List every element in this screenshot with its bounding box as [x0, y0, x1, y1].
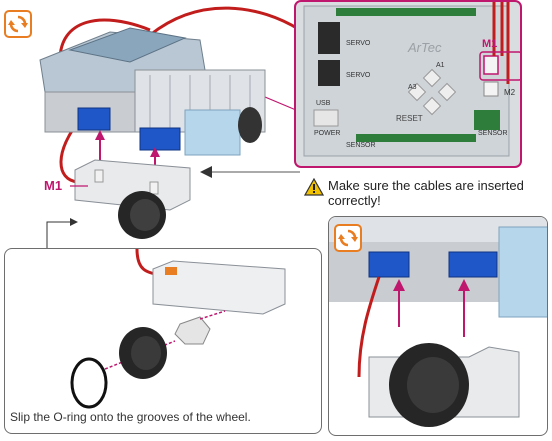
a1-label: A1: [436, 62, 445, 69]
rotate-arrows-icon-closeup: [334, 224, 362, 252]
oring-assembly-panel: [4, 248, 322, 434]
servo-label-2: SERVO: [346, 72, 371, 79]
a3-label: A3: [408, 84, 417, 91]
rotate-arrows-icon: [4, 10, 32, 38]
sensor-label-2: SENSOR: [478, 130, 508, 137]
usb-label: USB: [316, 100, 331, 107]
m1-inset-label: M1: [482, 38, 498, 50]
warning-message: Make sure the cables are inserted correc…: [328, 178, 524, 208]
closeup-illustration: [329, 217, 547, 427]
reset-label: RESET: [396, 114, 423, 123]
warning-triangle-icon: [304, 178, 324, 196]
board-brand: ArTec: [408, 40, 442, 55]
sensor-label-1: SENSOR: [346, 142, 376, 149]
servo-label-1: SERVO: [346, 40, 371, 47]
oring-assembly-illustration: [70, 249, 286, 409]
board-inset: ArTec SERVO SERVO USB POWER RESET SENSOR…: [294, 0, 522, 168]
caption: Slip the O-ring onto the grooves of the …: [10, 410, 251, 424]
closeup-panel: [328, 216, 548, 436]
m1-label: M1: [44, 178, 63, 193]
robot-assembly-illustration: [39, 6, 300, 248]
power-label: POWER: [314, 130, 341, 137]
m2-inset-label: M2: [504, 88, 516, 97]
controller-board-diagram: [303, 2, 520, 157]
